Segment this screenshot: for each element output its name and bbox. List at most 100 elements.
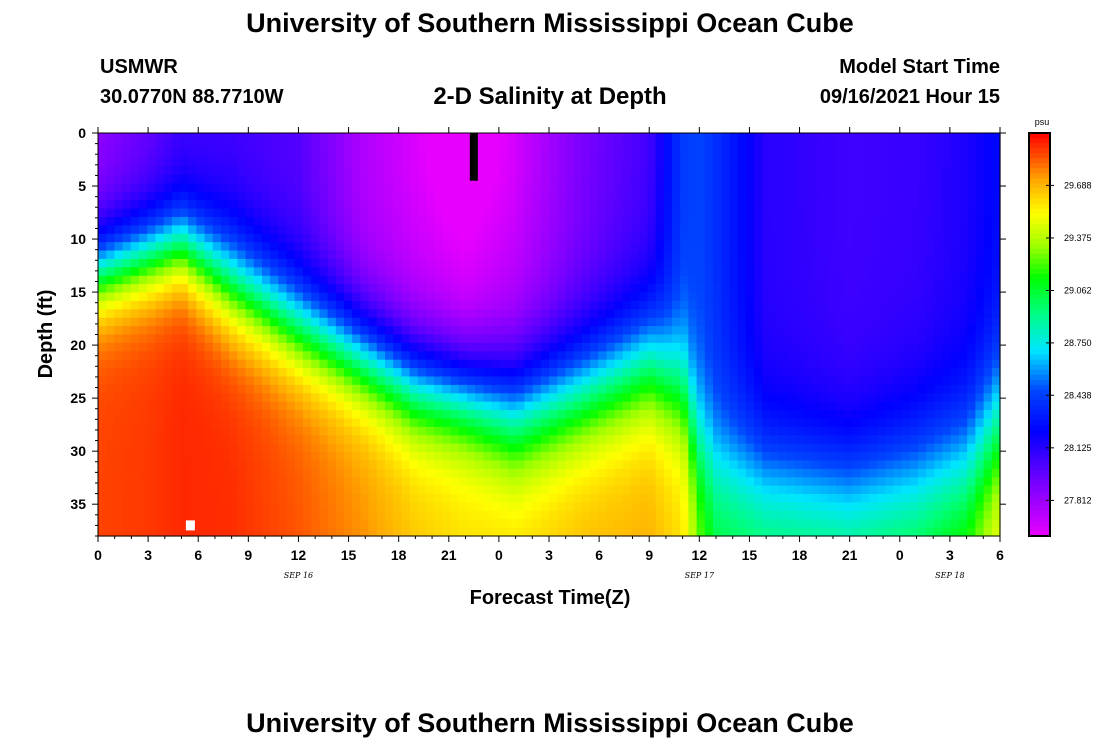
heatmap-cell <box>737 468 747 478</box>
heatmap-cell <box>262 485 271 495</box>
heatmap-cell <box>352 191 361 201</box>
heatmap-cell <box>713 342 722 352</box>
heatmap-cell <box>778 183 788 193</box>
heatmap-cell <box>639 334 648 344</box>
heatmap-cell <box>811 174 821 184</box>
heatmap-cell <box>417 208 427 218</box>
heatmap-cell <box>139 292 148 302</box>
heatmap-cell <box>942 418 952 428</box>
heatmap-cell <box>581 225 591 235</box>
heatmap-cell <box>442 158 452 168</box>
heatmap-cell <box>565 309 575 319</box>
heatmap-cell <box>672 233 681 243</box>
heatmap-cell <box>229 452 238 462</box>
heatmap-cell <box>385 133 394 142</box>
heatmap-cell <box>680 426 689 436</box>
heatmap-cell <box>672 519 681 529</box>
heatmap-cell <box>836 418 845 428</box>
heatmap-cell <box>926 309 935 319</box>
heatmap-cell <box>409 149 419 159</box>
heatmap-cell <box>98 317 107 327</box>
heatmap-cell <box>852 309 862 319</box>
heatmap-cell <box>598 426 607 436</box>
heatmap-cell <box>729 275 739 285</box>
heatmap-cell <box>294 284 304 294</box>
heatmap-cell <box>557 334 566 344</box>
heatmap-cell <box>926 342 935 352</box>
heatmap-cell <box>237 485 247 495</box>
heatmap-cell <box>286 393 296 403</box>
heatmap-cell <box>98 410 107 420</box>
heatmap-cell <box>909 334 919 344</box>
heatmap-cell <box>893 519 903 529</box>
heatmap-cell <box>303 527 312 537</box>
heatmap-cell <box>819 368 829 378</box>
heatmap-cell <box>401 401 411 411</box>
heatmap-cell <box>376 494 386 504</box>
heatmap-cell <box>745 250 755 260</box>
heatmap-cell <box>98 300 107 310</box>
heatmap-cell <box>704 158 714 168</box>
heatmap-cell <box>729 250 739 260</box>
heatmap-cell <box>819 275 829 285</box>
heatmap-cell <box>721 334 730 344</box>
heatmap-cell <box>819 208 829 218</box>
heatmap-cell <box>360 435 370 445</box>
heatmap-cell <box>762 485 771 495</box>
heatmap-cell <box>409 183 419 193</box>
heatmap-cell <box>483 418 493 428</box>
heatmap-cell <box>811 494 821 504</box>
heatmap-cell <box>278 208 288 218</box>
heatmap-cell <box>655 233 665 243</box>
heatmap-cell <box>139 216 148 226</box>
heatmap-cell <box>286 149 296 159</box>
heatmap-cell <box>180 275 189 285</box>
heatmap-cell <box>811 317 821 327</box>
heatmap-cell <box>663 477 673 487</box>
heatmap-cell <box>491 502 501 512</box>
heatmap-cell <box>713 502 722 512</box>
heatmap-cell <box>581 334 591 344</box>
heatmap-cell <box>327 250 337 260</box>
heatmap-cell <box>754 401 763 411</box>
heatmap-cell <box>672 527 681 537</box>
heatmap-cell <box>286 334 296 344</box>
heatmap-cell <box>442 435 452 445</box>
heatmap-cell <box>942 141 952 151</box>
heatmap-cell <box>188 359 197 369</box>
heatmap-cell <box>262 452 271 462</box>
heatmap-cell <box>327 351 337 361</box>
heatmap-cell <box>327 510 337 520</box>
heatmap-cell <box>376 418 386 428</box>
heatmap-cell <box>491 435 501 445</box>
heatmap-cell <box>508 376 517 386</box>
heatmap-cell <box>303 519 312 529</box>
heatmap-cell <box>221 334 230 344</box>
heatmap-cell <box>704 208 714 218</box>
station-coordinates: 30.0770N 88.7710W <box>100 86 284 108</box>
heatmap-cell <box>212 258 222 268</box>
heatmap-cell <box>745 477 755 487</box>
heatmap-cell <box>893 225 903 235</box>
heatmap-cell <box>106 359 115 369</box>
heatmap-cell <box>926 250 935 260</box>
heatmap-cell <box>122 477 132 487</box>
heatmap-cell <box>122 158 132 168</box>
heatmap-cell <box>647 267 657 277</box>
heatmap-cell <box>811 435 821 445</box>
heatmap-cell <box>721 174 730 184</box>
heatmap-cell <box>221 166 230 176</box>
heatmap-cell <box>450 351 460 361</box>
heatmap-cell <box>540 468 550 478</box>
heatmap-cell <box>204 191 214 201</box>
heatmap-cell <box>434 334 443 344</box>
heatmap-cell <box>475 519 484 529</box>
heatmap-cell <box>852 334 862 344</box>
heatmap-cell <box>934 401 944 411</box>
heatmap-cell <box>352 334 361 344</box>
heatmap-cell <box>811 250 821 260</box>
heatmap-cell <box>713 300 722 310</box>
heatmap-cell <box>516 510 525 520</box>
heatmap-cell <box>729 384 739 394</box>
heatmap-cell <box>450 452 460 462</box>
